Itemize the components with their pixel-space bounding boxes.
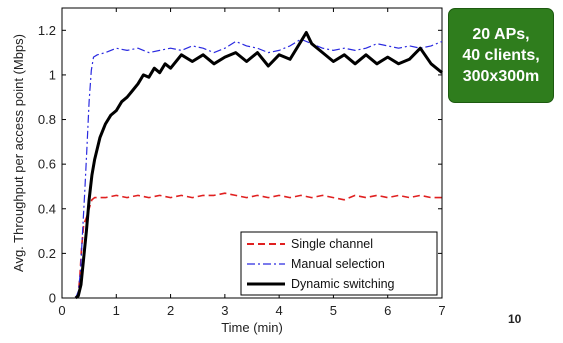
x-axis-title: Time (min)	[221, 320, 283, 335]
y-tick-label: 0.6	[38, 157, 56, 172]
y-tick-label: 1.2	[38, 23, 56, 38]
y-axis-title: Avg. Throughput per access point (Mbps)	[11, 34, 26, 272]
x-tick-label: 1	[113, 303, 120, 318]
scenario-callout: 20 APs, 40 clients, 300x300m	[448, 8, 554, 103]
x-tick-label: 3	[221, 303, 228, 318]
legend-label-manual-selection: Manual selection	[291, 257, 385, 271]
x-tick-label: 0	[58, 303, 65, 318]
y-tick-label: 0	[49, 291, 56, 306]
legend-label-single-channel: Single channel	[291, 237, 373, 251]
axis-ticks: 0 1 2 3 4 5 6 7 0 0.2 0.4 0.6 0.8 1 1.2	[38, 8, 446, 318]
x-tick-label: 5	[330, 303, 337, 318]
callout-line-clients: 40 clients,	[462, 47, 540, 64]
y-tick-label: 0.2	[38, 246, 56, 261]
y-tick-label: 1	[49, 67, 56, 82]
x-tick-label: 7	[438, 303, 445, 318]
x-tick-label: 6	[384, 303, 391, 318]
callout-line-aps: 20 APs,	[472, 26, 530, 43]
callout-line-area: 300x300m	[462, 68, 540, 85]
legend-label-dynamic-switching: Dynamic switching	[291, 277, 395, 291]
page-number: 10	[508, 312, 522, 326]
legend: Single channel Manual selection Dynamic …	[240, 231, 438, 296]
series-lines	[74, 31, 443, 300]
y-tick-label: 0.4	[38, 201, 56, 216]
manual-selection-line	[75, 38, 443, 299]
dynamic-switching-line	[74, 31, 443, 300]
x-tick-label: 2	[167, 303, 174, 318]
y-tick-label: 0.8	[38, 112, 56, 127]
x-tick-label: 4	[276, 303, 283, 318]
single-channel-line	[74, 192, 442, 299]
